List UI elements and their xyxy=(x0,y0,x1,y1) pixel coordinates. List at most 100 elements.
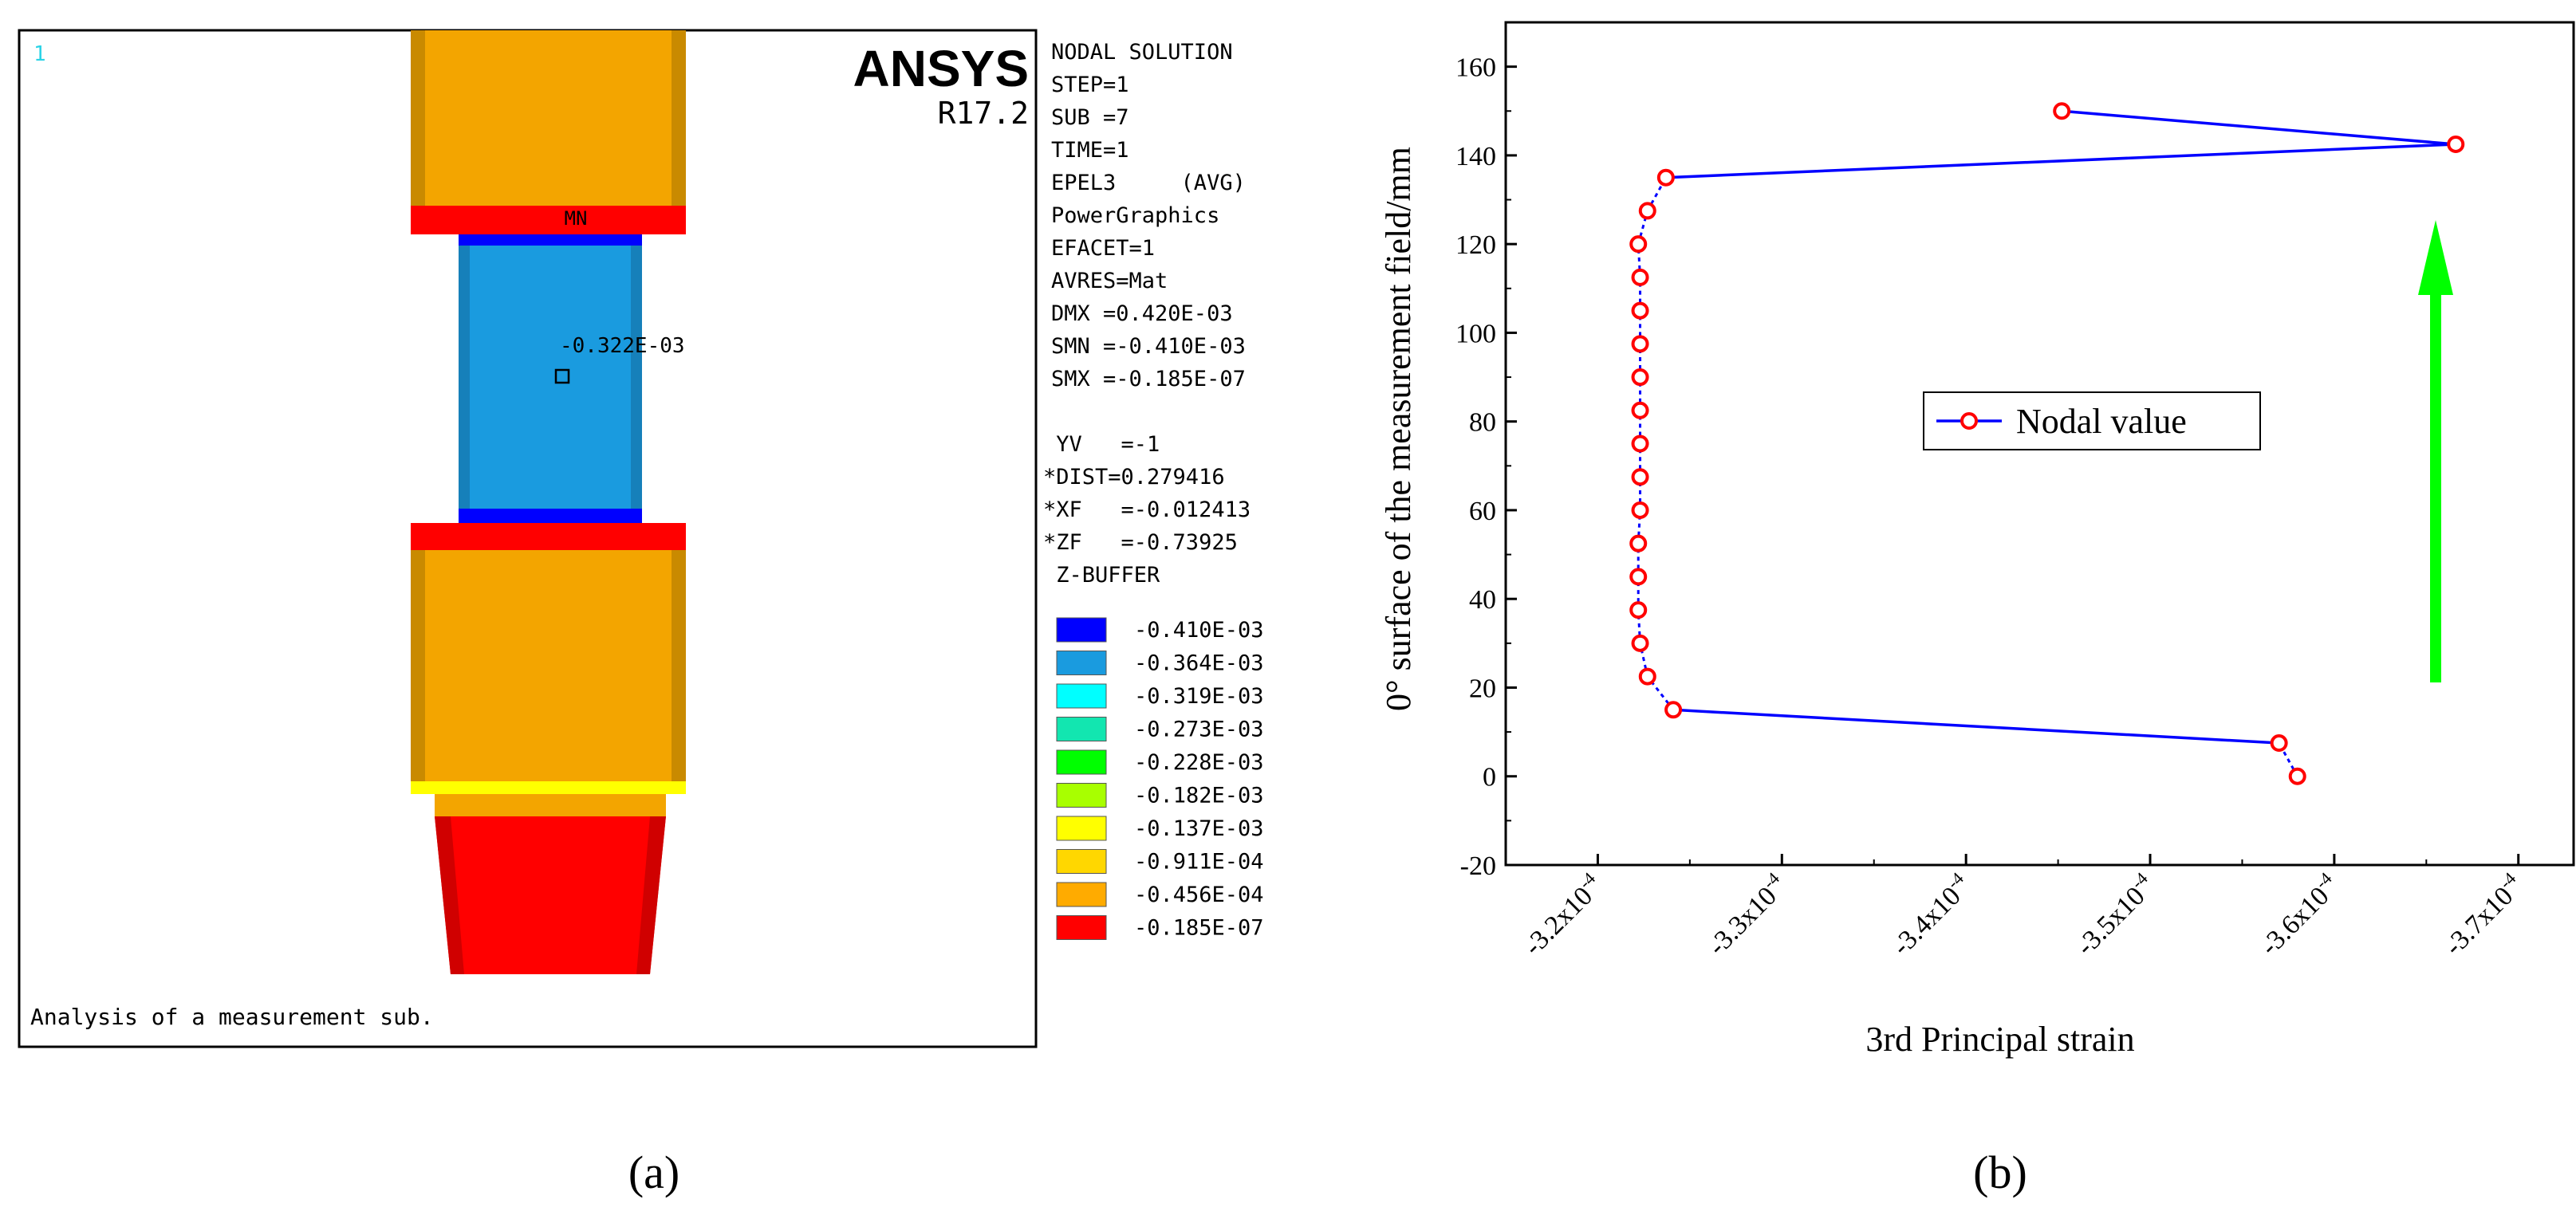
y-tick-label: 120 xyxy=(1455,230,1496,260)
legend-swatch xyxy=(1056,749,1107,775)
legend-label: Nodal value xyxy=(2016,402,2187,441)
series-line-segment xyxy=(1639,643,1649,677)
ansys-brand: ANSYS xyxy=(853,40,1030,97)
y-axis-title: 0° surface of the measurement field/mm xyxy=(1379,147,1418,711)
data-point xyxy=(1631,468,1649,486)
svg-text:-3.2x10-4: -3.2x10-4 xyxy=(1515,868,1609,961)
probe-value: -0.322E-03 xyxy=(560,334,685,358)
window-number: 1 xyxy=(33,42,46,66)
ansys-version: R17.2 xyxy=(938,96,1029,131)
solution-info-line: SMN =-0.410E-03 xyxy=(1051,334,1246,359)
top-cylinder-shade-right xyxy=(672,30,686,206)
solution-info-line: STEP=1 xyxy=(1051,73,1129,97)
footer-caption: Analysis of a measurement sub. xyxy=(30,1004,434,1030)
data-point xyxy=(1629,534,1648,552)
series-line-segment xyxy=(2062,109,2456,146)
lower-cylinder-shade-left xyxy=(411,550,425,781)
y-tick-label: 20 xyxy=(1469,674,1496,703)
x-tick-mantissa: -3.2x10 xyxy=(1518,881,1598,961)
legend-value: -0.228E-03 xyxy=(1134,750,1264,775)
data-point xyxy=(2053,102,2071,120)
panel-a-label: (a) xyxy=(628,1146,679,1198)
chart-series xyxy=(1629,102,2465,785)
probe-marker xyxy=(554,368,570,384)
x-tick-label: -3.6x10-4 xyxy=(2252,868,2346,961)
y-tick-label: 40 xyxy=(1469,585,1496,615)
solution-info-line: EPEL3 (AVG) xyxy=(1051,171,1246,195)
lower-cylinder xyxy=(411,550,686,781)
panel-a: 1 ANSYS R17.2 MN -0.322E-03 Analysis of … xyxy=(18,29,1264,1198)
ansys-figure: 1 ANSYS R17.2 MN -0.322E-03 Analysis of … xyxy=(18,29,1264,1198)
legend-swatch xyxy=(1056,651,1107,675)
series-line-segment xyxy=(1646,176,1668,212)
middle-top-blue-band xyxy=(459,234,642,246)
arrow-head xyxy=(2418,220,2453,295)
strain-chart: -20 0 20 40 60 80 100 120 140 160 -3.2x10-4 -3.3x10… xyxy=(1379,21,2575,1198)
data-point xyxy=(1631,401,1649,419)
bottom-taper-shade-left xyxy=(435,816,464,974)
x-tick-label: -3.2x10-4 xyxy=(1515,868,1609,961)
y-tick-label: 160 xyxy=(1455,53,1496,83)
x-tick-mantissa: -3.7x10 xyxy=(2439,881,2519,961)
series-line-segment xyxy=(1665,143,2456,179)
legend-value: -0.410E-03 xyxy=(1134,618,1264,643)
legend-value: -0.911E-04 xyxy=(1134,850,1264,875)
y-tick-label: 100 xyxy=(1455,319,1496,348)
x-tick-mantissa: -3.6x10 xyxy=(2255,881,2334,961)
svg-text:-3.7x10-4: -3.7x10-4 xyxy=(2436,868,2530,961)
solution-info-line: DMX =0.420E-03 xyxy=(1051,301,1233,326)
data-point xyxy=(1629,601,1648,619)
solution-info-line: TIME=1 xyxy=(1051,138,1129,163)
series-line-segment xyxy=(2278,742,2299,777)
lower-cylinder-shade-right xyxy=(672,550,686,781)
view-info-line: Z-BUFFER xyxy=(1043,563,1160,588)
svg-text:-3.4x10-4: -3.4x10-4 xyxy=(1884,868,1977,961)
legend-swatch xyxy=(1056,783,1107,808)
data-point xyxy=(1664,701,1683,719)
legend-swatch xyxy=(1056,882,1107,907)
view-info-line: *XF =-0.012413 xyxy=(1043,497,1251,522)
view-info-line: *DIST=0.279416 xyxy=(1043,465,1225,490)
legend-value: -0.137E-03 xyxy=(1134,816,1264,841)
legend-value: -0.319E-03 xyxy=(1134,684,1264,709)
top-red-band xyxy=(411,206,686,234)
bottom-taper xyxy=(435,816,666,974)
x-tick-mantissa: -3.5x10 xyxy=(2070,881,2150,961)
svg-text:-3.3x10-4: -3.3x10-4 xyxy=(1700,868,1793,961)
legend-swatch xyxy=(1056,617,1107,643)
view-info: YV =-1 *DIST=0.279416 *XF =-0.012413 *ZF =-… xyxy=(1043,432,1251,588)
data-point xyxy=(1631,268,1649,286)
data-point xyxy=(1631,434,1649,453)
svg-text:-3.5x10-4: -3.5x10-4 xyxy=(2068,868,2161,961)
data-point xyxy=(1631,368,1649,387)
chart-annotation xyxy=(2418,220,2453,682)
y-tick-label: 60 xyxy=(1469,497,1496,526)
y-tick-label: 140 xyxy=(1455,142,1496,171)
solution-info: NODAL SOLUTION STEP=1 SUB =7 TIME=1 EPEL3 (A… xyxy=(1051,40,1246,391)
x-tick-mantissa: -3.4x10 xyxy=(1887,881,1967,961)
data-point xyxy=(1629,568,1648,586)
legend-swatch xyxy=(1056,717,1107,741)
legend-swatch xyxy=(1056,915,1107,940)
x-tick-label: -3.3x10-4 xyxy=(1700,868,1793,961)
measurement-section-shade-right xyxy=(631,246,642,509)
x-axis-title: 3rd Principal strain xyxy=(1865,1020,2134,1059)
lower-red-band xyxy=(411,523,686,550)
x-tick-label: -3.4x10-4 xyxy=(1884,868,1977,961)
arrow-shaft xyxy=(2430,287,2441,682)
svg-text:-3.6x10-4: -3.6x10-4 xyxy=(2252,868,2346,961)
series-line-segment xyxy=(1637,210,1649,245)
solution-info-line: NODAL SOLUTION xyxy=(1051,40,1233,65)
top-cylinder-shade-left xyxy=(411,30,425,206)
legend-swatch xyxy=(1056,683,1107,709)
legend-swatch xyxy=(1056,849,1107,874)
legend-value: -0.185E-07 xyxy=(1134,916,1264,941)
neck-band xyxy=(435,794,666,816)
legend-swatch xyxy=(1056,816,1107,841)
legend-value: -0.456E-04 xyxy=(1134,883,1264,907)
lower-yellow-band xyxy=(411,781,686,794)
data-point xyxy=(1631,634,1649,652)
mn-label: MN xyxy=(565,207,588,230)
solution-info-line: AVRES=Mat xyxy=(1051,269,1168,293)
data-point xyxy=(1638,202,1656,220)
